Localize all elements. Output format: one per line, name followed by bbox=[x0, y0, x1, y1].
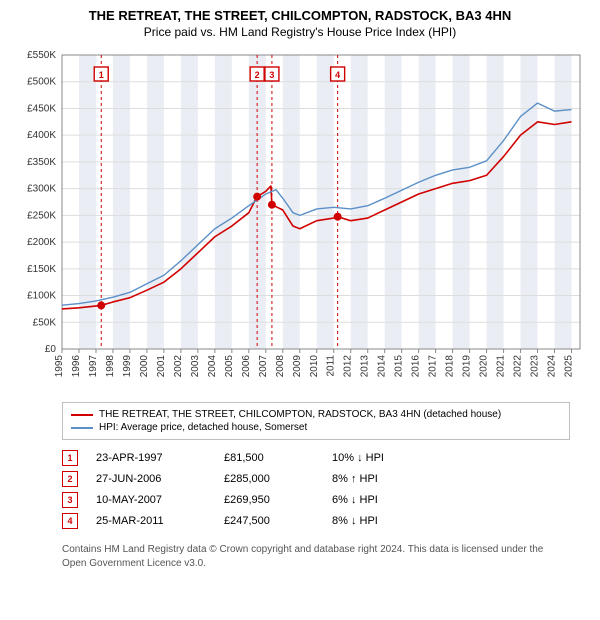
svg-text:£200K: £200K bbox=[27, 237, 56, 248]
legend-item: THE RETREAT, THE STREET, CHILCOMPTON, RA… bbox=[71, 409, 561, 420]
svg-text:2000: 2000 bbox=[139, 355, 150, 378]
svg-text:2017: 2017 bbox=[428, 355, 439, 378]
svg-text:£450K: £450K bbox=[27, 103, 56, 114]
transactions-table: 1 23-APR-1997 £81,500 10% ↓ HPI 2 27-JUN-2006… bbox=[62, 450, 570, 529]
legend-label: THE RETREAT, THE STREET, CHILCOMPTON, RA… bbox=[99, 409, 501, 420]
transaction-row: 1 23-APR-1997 £81,500 10% ↓ HPI bbox=[62, 450, 570, 466]
svg-text:2003: 2003 bbox=[190, 355, 201, 378]
svg-text:1995: 1995 bbox=[54, 355, 65, 378]
transaction-marker: 2 bbox=[62, 471, 78, 487]
transaction-pct: 6% ↓ HPI bbox=[332, 494, 442, 506]
svg-text:£50K: £50K bbox=[33, 317, 57, 328]
transaction-date: 27-JUN-2006 bbox=[96, 473, 206, 485]
svg-text:2019: 2019 bbox=[462, 355, 473, 378]
legend-label: HPI: Average price, detached house, Some… bbox=[99, 422, 307, 433]
svg-text:£300K: £300K bbox=[27, 184, 56, 195]
svg-text:£350K: £350K bbox=[27, 157, 56, 168]
svg-text:2021: 2021 bbox=[496, 355, 507, 378]
svg-text:2016: 2016 bbox=[411, 355, 422, 378]
svg-text:1997: 1997 bbox=[88, 355, 99, 378]
svg-text:2009: 2009 bbox=[292, 355, 303, 378]
transaction-marker: 3 bbox=[62, 492, 78, 508]
transaction-pct: 8% ↓ HPI bbox=[332, 515, 442, 527]
svg-text:2008: 2008 bbox=[275, 355, 286, 378]
transaction-marker: 1 bbox=[62, 450, 78, 466]
transaction-date: 10-MAY-2007 bbox=[96, 494, 206, 506]
svg-text:1: 1 bbox=[99, 70, 104, 80]
transaction-marker: 4 bbox=[62, 513, 78, 529]
svg-text:2013: 2013 bbox=[360, 355, 371, 378]
svg-text:2015: 2015 bbox=[394, 355, 405, 378]
svg-text:2023: 2023 bbox=[530, 355, 541, 378]
svg-text:1996: 1996 bbox=[71, 355, 82, 378]
transaction-pct: 10% ↓ HPI bbox=[332, 452, 442, 464]
svg-text:£250K: £250K bbox=[27, 210, 56, 221]
transaction-row: 2 27-JUN-2006 £285,000 8% ↑ HPI bbox=[62, 471, 570, 487]
transaction-row: 4 25-MAR-2011 £247,500 8% ↓ HPI bbox=[62, 513, 570, 529]
svg-text:1998: 1998 bbox=[105, 355, 116, 378]
copyright-notice: Contains HM Land Registry data © Crown c… bbox=[62, 543, 570, 570]
transaction-price: £269,950 bbox=[224, 494, 314, 506]
svg-text:2022: 2022 bbox=[513, 355, 524, 378]
svg-text:2012: 2012 bbox=[343, 355, 354, 378]
legend: THE RETREAT, THE STREET, CHILCOMPTON, RA… bbox=[62, 402, 570, 440]
svg-text:4: 4 bbox=[335, 70, 340, 80]
transaction-pct: 8% ↑ HPI bbox=[332, 473, 442, 485]
svg-text:2014: 2014 bbox=[377, 355, 388, 378]
svg-text:£500K: £500K bbox=[27, 77, 56, 88]
svg-text:2011: 2011 bbox=[326, 355, 337, 377]
svg-text:£0: £0 bbox=[45, 344, 57, 355]
transaction-price: £81,500 bbox=[224, 452, 314, 464]
svg-text:2002: 2002 bbox=[173, 355, 184, 378]
transaction-row: 3 10-MAY-2007 £269,950 6% ↓ HPI bbox=[62, 492, 570, 508]
chart-area: £0 £50K £100K £150K £200K £250K £300K £350K £400… bbox=[10, 49, 590, 394]
transaction-date: 23-APR-1997 bbox=[96, 452, 206, 464]
transaction-price: £247,500 bbox=[224, 515, 314, 527]
svg-text:2025: 2025 bbox=[564, 355, 575, 378]
price-chart: £0 £50K £100K £150K £200K £250K £300K £350K £400… bbox=[10, 49, 590, 389]
transaction-date: 25-MAR-2011 bbox=[96, 515, 206, 527]
page: THE RETREAT, THE STREET, CHILCOMPTON, RA… bbox=[0, 0, 600, 580]
legend-item: HPI: Average price, detached house, Some… bbox=[71, 422, 561, 433]
svg-text:2024: 2024 bbox=[547, 355, 558, 378]
svg-text:1999: 1999 bbox=[122, 355, 133, 378]
svg-text:2: 2 bbox=[255, 70, 260, 80]
svg-text:2004: 2004 bbox=[207, 355, 218, 378]
svg-text:2005: 2005 bbox=[224, 355, 235, 378]
chart-title: THE RETREAT, THE STREET, CHILCOMPTON, RA… bbox=[10, 8, 590, 23]
legend-swatch bbox=[71, 427, 93, 429]
svg-text:2007: 2007 bbox=[258, 355, 269, 378]
svg-text:2006: 2006 bbox=[241, 355, 252, 378]
svg-text:£150K: £150K bbox=[27, 264, 56, 275]
legend-swatch bbox=[71, 414, 93, 416]
svg-text:£100K: £100K bbox=[27, 291, 56, 302]
svg-text:2018: 2018 bbox=[445, 355, 456, 378]
svg-text:2010: 2010 bbox=[309, 355, 320, 378]
transaction-price: £285,000 bbox=[224, 473, 314, 485]
svg-text:£400K: £400K bbox=[27, 130, 56, 141]
svg-text:3: 3 bbox=[269, 70, 274, 80]
svg-text:2001: 2001 bbox=[156, 355, 167, 378]
svg-text:2020: 2020 bbox=[479, 355, 490, 378]
chart-subtitle: Price paid vs. HM Land Registry's House … bbox=[10, 25, 590, 39]
svg-text:£550K: £550K bbox=[27, 50, 56, 61]
